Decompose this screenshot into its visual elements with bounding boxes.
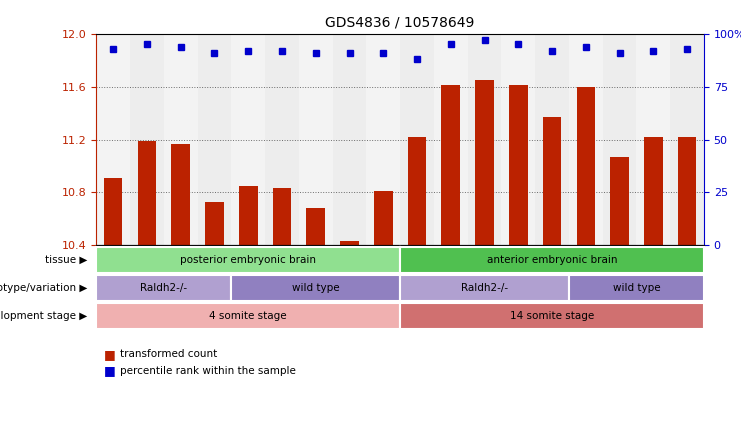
Bar: [130, 34, 164, 245]
Text: wild type: wild type: [292, 283, 339, 293]
Bar: [434, 34, 468, 245]
Bar: [400, 34, 434, 245]
Bar: [509, 85, 528, 245]
Bar: [637, 34, 670, 245]
Bar: [273, 189, 291, 245]
Title: GDS4836 / 10578649: GDS4836 / 10578649: [325, 16, 475, 30]
Text: genotype/variation ▶: genotype/variation ▶: [0, 283, 87, 293]
Bar: [299, 34, 333, 245]
Bar: [104, 178, 122, 245]
Bar: [576, 87, 595, 245]
Bar: [569, 34, 602, 245]
Text: transformed count: transformed count: [120, 349, 217, 360]
Bar: [239, 186, 258, 245]
Bar: [502, 34, 535, 245]
Bar: [611, 157, 629, 245]
Bar: [644, 137, 662, 245]
Bar: [468, 34, 502, 245]
Bar: [205, 202, 224, 245]
Bar: [333, 34, 366, 245]
Text: ■: ■: [104, 348, 116, 361]
Bar: [138, 141, 156, 245]
Text: development stage ▶: development stage ▶: [0, 311, 87, 321]
Text: 4 somite stage: 4 somite stage: [210, 311, 287, 321]
Bar: [307, 209, 325, 245]
Bar: [670, 34, 704, 245]
Text: tissue ▶: tissue ▶: [45, 255, 87, 265]
Text: 14 somite stage: 14 somite stage: [510, 311, 594, 321]
Text: ■: ■: [104, 364, 116, 377]
Text: Raldh2-/-: Raldh2-/-: [461, 283, 508, 293]
Text: posterior embryonic brain: posterior embryonic brain: [180, 255, 316, 265]
Bar: [442, 85, 460, 245]
Bar: [475, 80, 494, 245]
Bar: [535, 34, 569, 245]
Text: percentile rank within the sample: percentile rank within the sample: [120, 365, 296, 376]
Bar: [340, 242, 359, 245]
Bar: [678, 137, 697, 245]
Bar: [171, 143, 190, 245]
Bar: [96, 34, 130, 245]
Bar: [602, 34, 637, 245]
Bar: [374, 191, 393, 245]
Bar: [231, 34, 265, 245]
Bar: [198, 34, 231, 245]
Bar: [542, 117, 562, 245]
Text: wild type: wild type: [613, 283, 660, 293]
Text: Raldh2-/-: Raldh2-/-: [140, 283, 187, 293]
Bar: [408, 137, 426, 245]
Bar: [265, 34, 299, 245]
Text: anterior embryonic brain: anterior embryonic brain: [487, 255, 617, 265]
Bar: [164, 34, 198, 245]
Bar: [366, 34, 400, 245]
